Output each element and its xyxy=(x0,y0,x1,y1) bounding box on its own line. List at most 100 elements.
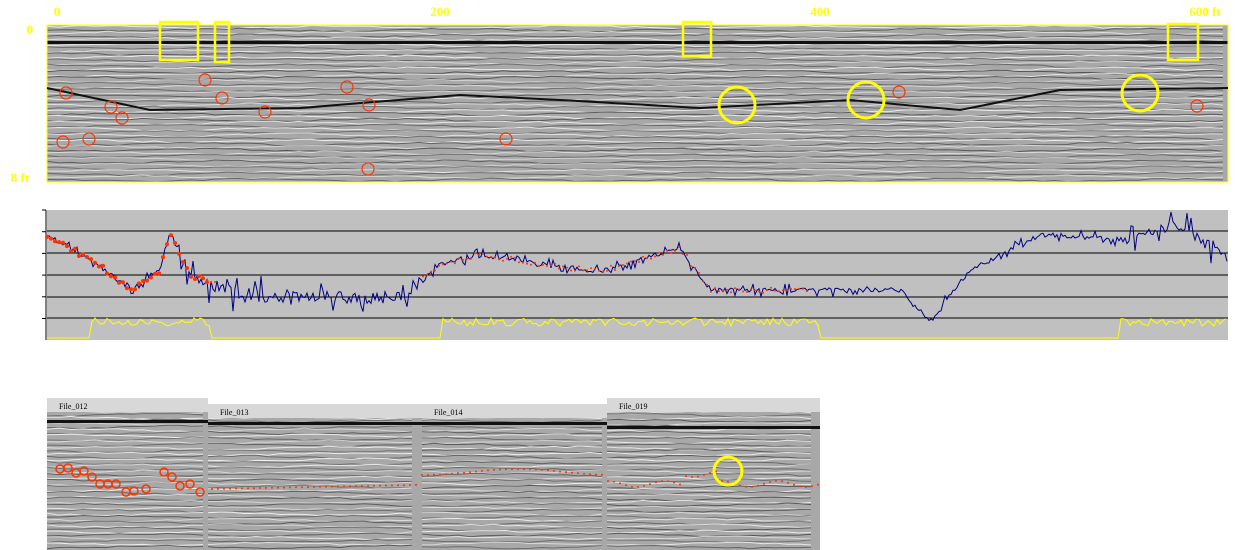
red-trace-dot xyxy=(618,265,620,267)
red-trace-dot xyxy=(630,260,632,263)
reflection xyxy=(421,464,603,469)
reflection xyxy=(606,443,812,448)
reflection xyxy=(46,87,1224,93)
reflection xyxy=(421,431,603,436)
reflection xyxy=(46,108,1224,114)
reflection xyxy=(207,484,413,490)
pick-marker xyxy=(361,162,375,176)
reflection xyxy=(207,439,413,445)
red-trace-dot xyxy=(487,469,489,472)
distance-label: 400 xyxy=(810,4,830,19)
red-trace-dot xyxy=(189,274,193,279)
red-trace-dot xyxy=(626,262,628,265)
pick-marker xyxy=(104,100,118,114)
red-trace-dot xyxy=(161,255,165,260)
surface-band xyxy=(422,422,607,425)
red-trace-dot xyxy=(446,262,448,265)
red-trace-dot xyxy=(778,290,780,293)
file-label-bg xyxy=(47,398,208,412)
reflection xyxy=(46,461,203,465)
red-trace-dot xyxy=(241,487,243,490)
red-trace-dot xyxy=(806,290,808,293)
reflection xyxy=(46,24,1224,30)
pick-marker xyxy=(59,86,73,100)
reflection xyxy=(46,54,1224,60)
red-trace-dot xyxy=(193,277,197,281)
red-trace-dot xyxy=(782,289,784,292)
reflection xyxy=(606,454,811,459)
reflection xyxy=(46,72,1224,78)
red-trace-dot xyxy=(817,483,819,486)
red-trace-dot xyxy=(61,240,65,245)
reflection xyxy=(207,503,413,508)
trace-plot xyxy=(42,209,1228,340)
reflection xyxy=(207,506,413,511)
reflection xyxy=(46,508,204,514)
red-trace-dot xyxy=(259,487,261,489)
target-box xyxy=(158,20,200,62)
red-trace-dot xyxy=(165,242,169,247)
pick-marker xyxy=(195,487,205,497)
reflection xyxy=(207,520,413,525)
red-trace-dot xyxy=(662,253,664,256)
reflection xyxy=(46,469,204,474)
surface-band xyxy=(208,422,422,425)
red-trace-dot xyxy=(614,269,616,271)
pick-marker xyxy=(892,85,906,99)
red-trace-dot xyxy=(698,271,700,274)
red-trace-dot xyxy=(787,481,789,484)
red-trace-dot xyxy=(97,264,101,269)
reflection xyxy=(207,433,413,438)
red-trace-dot xyxy=(442,263,444,266)
reflection xyxy=(207,436,413,442)
red-trace-dot xyxy=(674,249,676,252)
reflection xyxy=(46,532,204,537)
red-trace-dot xyxy=(349,485,351,488)
red-trace-dot xyxy=(301,486,303,489)
reflection xyxy=(606,481,812,487)
reflection xyxy=(606,539,812,544)
file-label-bg xyxy=(208,404,422,418)
pick-marker xyxy=(185,479,195,489)
reflection xyxy=(46,433,204,439)
red-trace-dot xyxy=(793,483,795,486)
red-trace-dot xyxy=(490,255,492,258)
reflection xyxy=(207,517,413,523)
red-trace-dot xyxy=(427,474,429,476)
reflection xyxy=(421,484,603,490)
reflection xyxy=(207,541,413,546)
red-trace-dot xyxy=(109,274,113,279)
reflection xyxy=(207,449,412,453)
reflection xyxy=(421,436,603,441)
red-trace-dot xyxy=(421,474,423,476)
blue-trace xyxy=(46,211,1228,322)
reflection xyxy=(46,524,204,528)
red-trace-dot xyxy=(542,263,544,266)
red-trace-dot xyxy=(702,280,704,283)
file-label-bg xyxy=(607,398,820,412)
reflection xyxy=(421,419,603,424)
red-trace-dot xyxy=(673,481,675,484)
red-trace-dot xyxy=(562,265,564,268)
red-trace-dot xyxy=(754,289,756,292)
red-trace-dot xyxy=(125,286,129,291)
reflection xyxy=(421,433,603,439)
red-trace-dot xyxy=(550,264,552,267)
reflection xyxy=(606,517,812,523)
reflection xyxy=(606,496,812,502)
reflection xyxy=(46,159,1224,165)
red-trace-dot xyxy=(709,472,711,474)
reflection xyxy=(421,541,603,546)
red-trace-dot xyxy=(434,269,436,272)
reflection xyxy=(207,452,413,457)
red-trace-dot xyxy=(769,481,771,483)
red-trace-dot xyxy=(625,484,627,487)
reflection xyxy=(207,526,413,532)
reflection xyxy=(46,446,203,450)
reflection xyxy=(46,512,204,517)
reflection xyxy=(421,439,603,444)
red-trace-dot xyxy=(458,257,460,260)
red-trace-dot xyxy=(710,290,712,293)
reflection xyxy=(46,150,1224,156)
red-trace-dot xyxy=(802,287,804,290)
